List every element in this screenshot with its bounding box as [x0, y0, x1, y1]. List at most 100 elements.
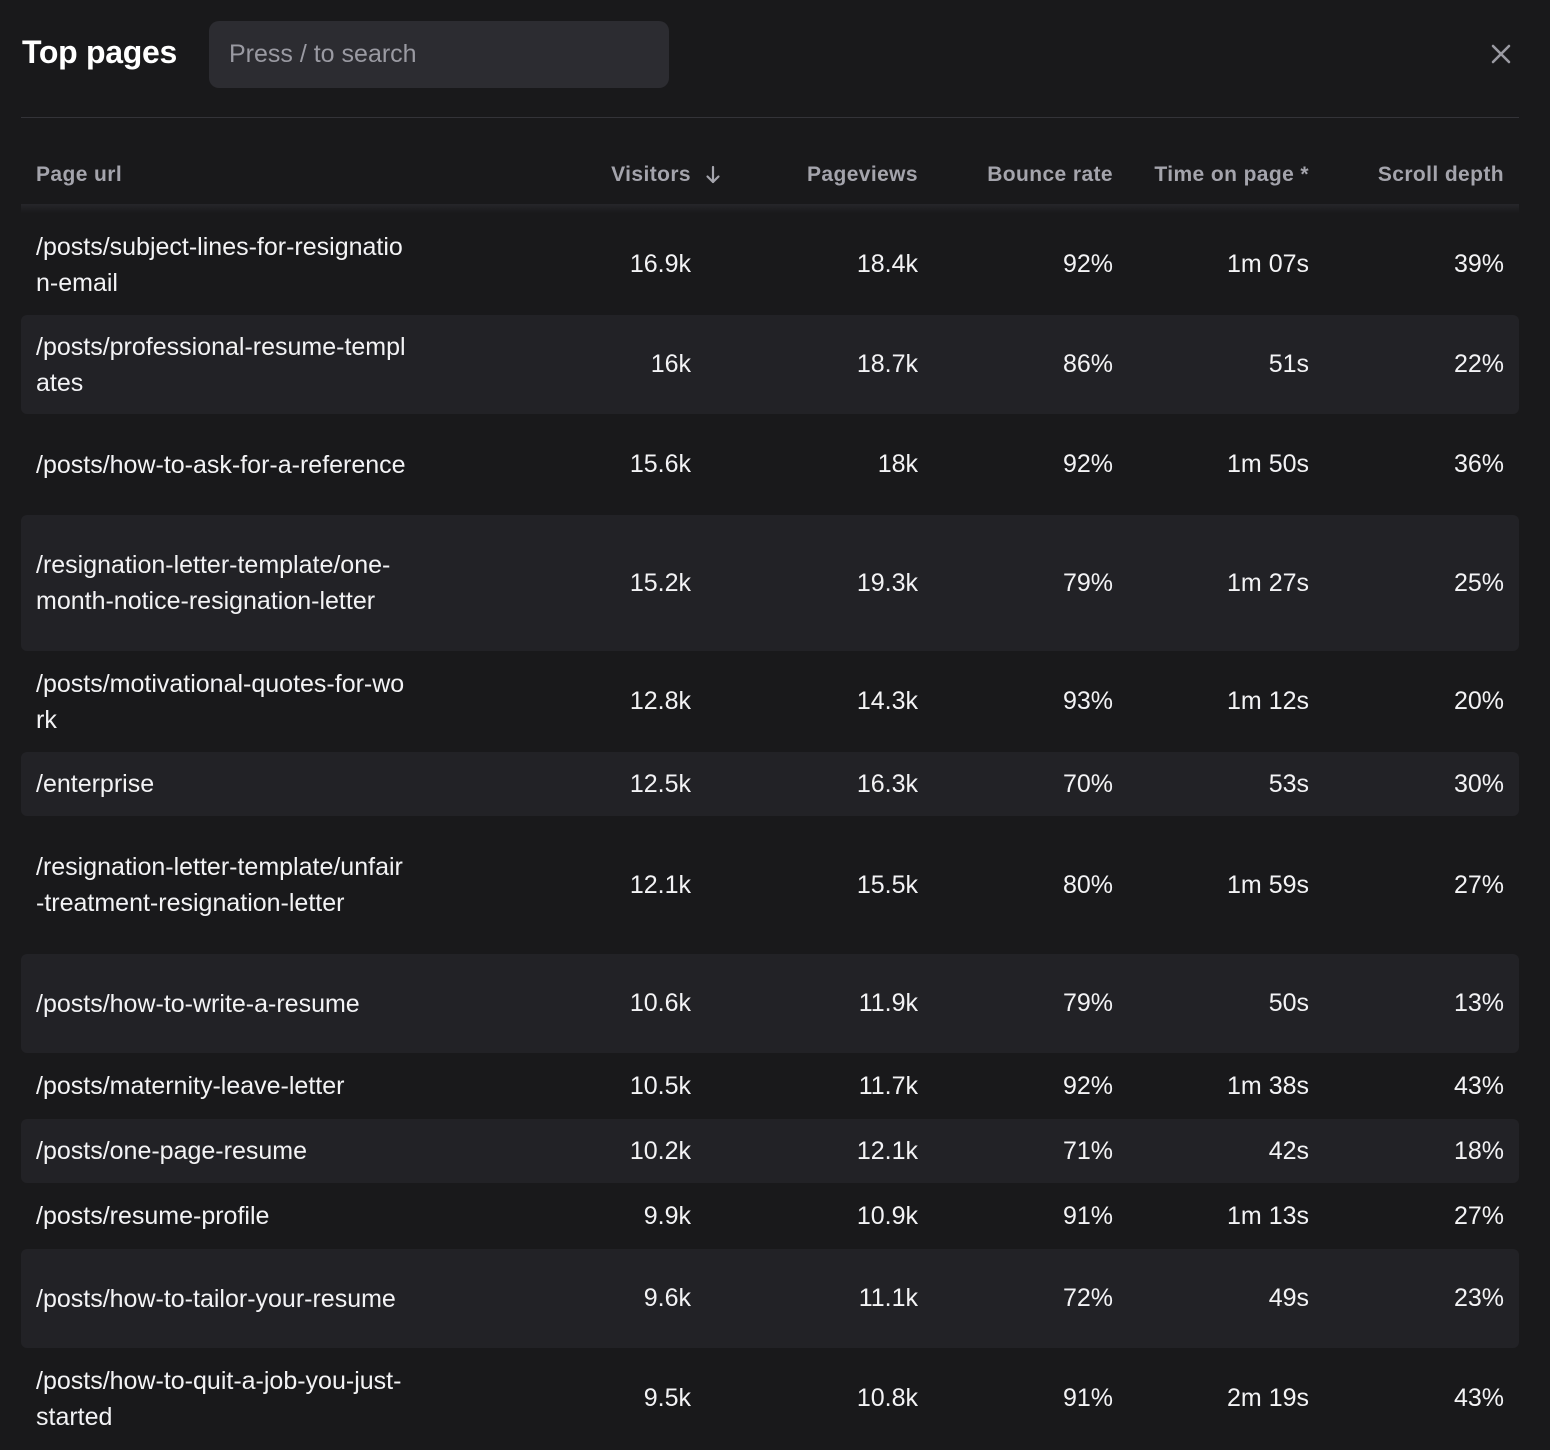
arrow-down-icon [706, 166, 720, 184]
scroll-depth-cell: 20% [1453, 687, 1504, 715]
bounce-rate-cell: 91% [1062, 1201, 1113, 1230]
table-row[interactable]: /posts/subject-lines-for-resignation-ema… [21, 215, 1519, 314]
table-row[interactable]: /posts/motivational-quotes-for-work 12.8… [21, 652, 1519, 751]
pageviews-cell: 18k [877, 450, 918, 478]
visitors-cell: 9.9k [643, 1201, 691, 1230]
table-header: Page url Visitors Pageviews Bounce rate … [21, 146, 1519, 204]
visitors-cell: 10.5k [629, 1071, 691, 1100]
visitors-cell: 12.1k [629, 870, 691, 899]
page-url-cell[interactable]: /posts/motivational-quotes-for-work [36, 669, 405, 734]
time-on-page-cell: 1m 07s [1227, 250, 1309, 278]
time-on-page-cell: 49s [1268, 1284, 1309, 1312]
table-row[interactable]: /resignation-letter-template/one-month-n… [21, 515, 1519, 651]
time-on-page-cell: 1m 12s [1227, 687, 1309, 715]
time-on-page-cell: 1m 13s [1227, 1201, 1309, 1230]
header-shadow [21, 204, 1519, 213]
time-on-page-cell: 53s [1268, 769, 1309, 798]
header-divider [21, 117, 1519, 118]
visitors-cell: 15.6k [629, 450, 691, 478]
scroll-depth-cell: 22% [1453, 350, 1504, 378]
visitors-cell: 16k [650, 350, 691, 378]
bounce-rate-cell: 93% [1062, 687, 1113, 715]
pageviews-cell: 10.9k [856, 1201, 918, 1230]
bounce-rate-cell: 79% [1062, 989, 1113, 1017]
bounce-rate-cell: 80% [1062, 870, 1113, 899]
page-url-cell[interactable]: /posts/one-page-resume [36, 1137, 307, 1165]
bounce-rate-cell: 86% [1062, 350, 1113, 378]
pageviews-cell: 10.8k [856, 1384, 918, 1412]
table-row[interactable]: /posts/how-to-write-a-resume 10.6k 11.9k… [21, 954, 1519, 1053]
page-url-cell[interactable]: /posts/how-to-tailor-your-resume [36, 1284, 396, 1313]
visitors-cell: 10.2k [629, 1136, 691, 1165]
time-on-page-cell: 42s [1268, 1136, 1309, 1165]
column-header-pageviews[interactable]: Pageviews [807, 163, 918, 186]
pageviews-cell: 18.7k [856, 350, 918, 378]
pageviews-cell: 16.3k [856, 769, 918, 798]
pageviews-cell: 11.9k [858, 989, 918, 1017]
page-url-cell[interactable]: /resignation-letter-template/one-month-n… [36, 551, 391, 615]
time-on-page-cell: 1m 59s [1227, 870, 1309, 899]
page-url-cell[interactable]: /posts/how-to-ask-for-a-reference [36, 450, 406, 479]
column-header-scroll-depth[interactable]: Scroll depth [1377, 163, 1504, 186]
table-row[interactable]: /resignation-letter-template/unfair-trea… [21, 817, 1519, 953]
bounce-rate-cell: 92% [1062, 250, 1113, 278]
table-row[interactable]: /posts/one-page-resume 10.2k 12.1k 71% 4… [21, 1119, 1519, 1183]
table-row[interactable]: /posts/how-to-quit-a-job-you-just-starte… [21, 1349, 1519, 1448]
bounce-rate-cell: 92% [1062, 450, 1113, 478]
pageviews-cell: 14.3k [856, 687, 918, 715]
scroll-depth-cell: 27% [1453, 1201, 1504, 1230]
page-url-cell[interactable]: /posts/how-to-write-a-resume [36, 989, 360, 1018]
column-header-time-on-page[interactable]: Time on page * [1154, 163, 1309, 186]
column-header-page-url[interactable]: Page url [36, 163, 123, 186]
scroll-depth-cell: 23% [1453, 1284, 1504, 1312]
table-row[interactable]: /enterprise 12.5k 16.3k 70% 53s 30% [21, 752, 1519, 816]
visitors-cell: 16.9k [629, 250, 691, 278]
table-row[interactable]: /posts/professional-resume-templates 16k… [21, 315, 1519, 414]
close-button[interactable] [1483, 36, 1519, 72]
column-header-visitors[interactable]: Visitors [491, 146, 721, 204]
page-url-cell[interactable]: /posts/subject-lines-for-resignation-ema… [36, 232, 403, 297]
scroll-depth-cell: 43% [1453, 1071, 1504, 1100]
table-row[interactable]: /posts/how-to-tailor-your-resume 9.6k 11… [21, 1249, 1519, 1348]
time-on-page-cell: 2m 19s [1227, 1384, 1309, 1412]
time-on-page-cell: 51s [1268, 350, 1309, 378]
pageviews-cell: 12.1k [856, 1136, 918, 1165]
time-on-page-cell: 1m 50s [1227, 450, 1309, 478]
page-url-cell[interactable]: /posts/maternity-leave-letter [36, 1072, 345, 1100]
visitors-cell: 12.8k [629, 687, 691, 715]
time-on-page-cell: 1m 27s [1227, 568, 1309, 597]
modal-title: Top pages [22, 34, 177, 70]
scroll-depth-cell: 39% [1453, 250, 1504, 278]
scroll-depth-cell: 13% [1453, 989, 1504, 1017]
visitors-cell: 9.6k [643, 1284, 691, 1312]
bounce-rate-cell: 70% [1062, 769, 1113, 798]
pageviews-cell: 19.3k [856, 568, 918, 597]
bounce-rate-cell: 91% [1062, 1384, 1113, 1412]
time-on-page-cell: 50s [1268, 989, 1309, 1017]
page-url-cell[interactable]: /posts/resume-profile [36, 1202, 270, 1230]
pageviews-cell: 11.1k [858, 1284, 918, 1312]
table-row[interactable]: /posts/how-to-ask-for-a-reference 15.6k … [21, 415, 1519, 514]
scroll-depth-cell: 30% [1453, 769, 1504, 798]
pageviews-cell: 11.7k [858, 1071, 918, 1100]
column-header-bounce-rate[interactable]: Bounce rate [987, 163, 1113, 186]
bounce-rate-cell: 92% [1062, 1071, 1113, 1100]
page-url-cell[interactable]: /resignation-letter-template/unfair-trea… [36, 853, 403, 917]
visitors-cell: 12.5k [629, 769, 691, 798]
visitors-cell: 9.5k [643, 1384, 691, 1412]
search-input[interactable] [209, 21, 669, 88]
close-icon [1491, 44, 1511, 64]
page-url-cell[interactable]: /posts/professional-resume-templates [36, 332, 406, 397]
scroll-depth-cell: 43% [1453, 1384, 1504, 1412]
modal-header: Top pages [0, 0, 1550, 118]
table-row[interactable]: /posts/resume-profile 9.9k 10.9k 91% 1m … [21, 1184, 1519, 1248]
visitors-cell: 10.6k [629, 989, 691, 1017]
page-url-cell[interactable]: /posts/how-to-quit-a-job-you-just-starte… [36, 1366, 402, 1431]
scroll-depth-cell: 36% [1453, 450, 1504, 478]
table-row[interactable]: /posts/maternity-leave-letter 10.5k 11.7… [21, 1054, 1519, 1118]
bounce-rate-cell: 79% [1062, 568, 1113, 597]
scroll-depth-cell: 25% [1453, 568, 1504, 597]
page-url-cell[interactable]: /enterprise [36, 770, 155, 798]
bounce-rate-cell: 71% [1062, 1136, 1113, 1165]
pageviews-cell: 15.5k [856, 870, 918, 899]
